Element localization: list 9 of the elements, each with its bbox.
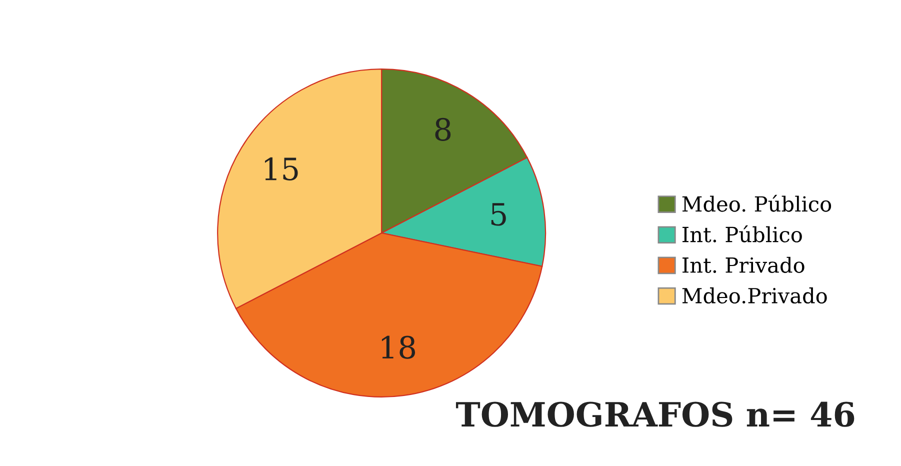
legend-label: Int. Público [682, 225, 802, 242]
data-label: 8 [435, 118, 451, 141]
legend-label: Mdeo. Público [682, 194, 832, 212]
data-label: 15 [264, 157, 298, 181]
data-label: 18 [382, 336, 416, 359]
text: TOMOGRAFOS n= 46 [456, 402, 854, 427]
legend-label: Mdeo.Privado [682, 287, 827, 304]
legend-label: Int. Privado [682, 256, 804, 273]
data-label: 5 [491, 203, 506, 226]
